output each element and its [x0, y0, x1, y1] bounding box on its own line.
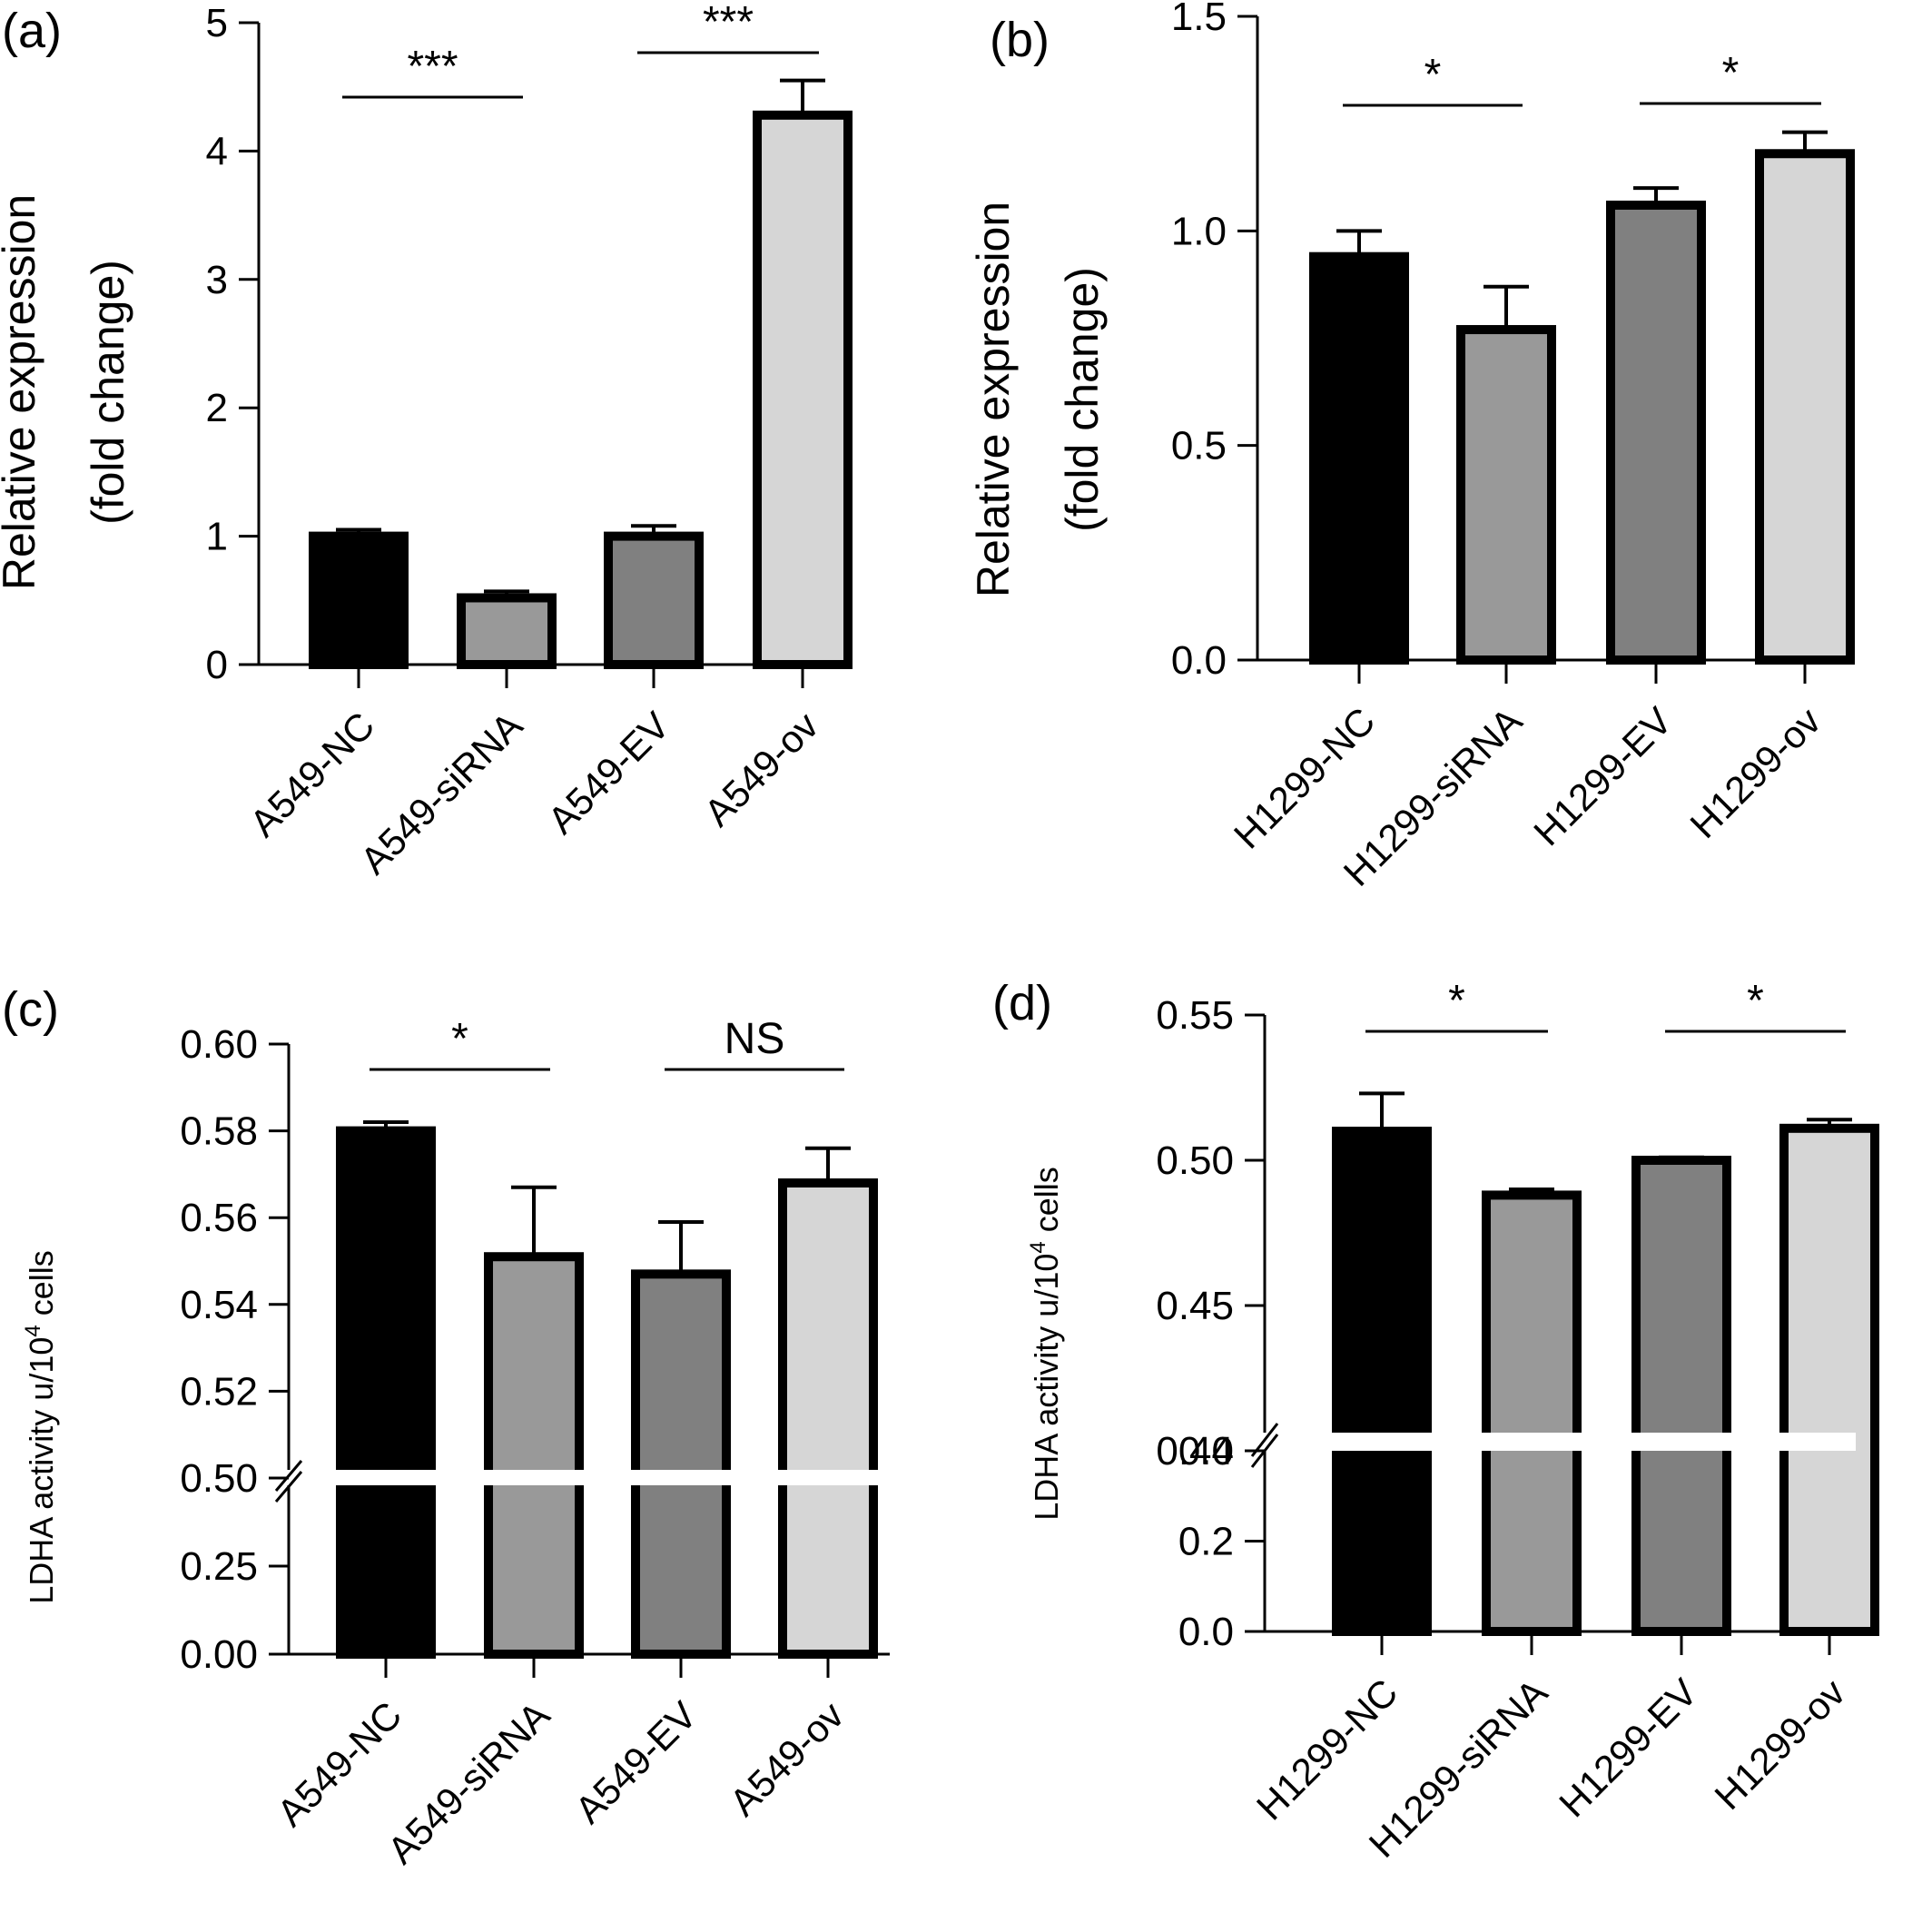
y-axis-label-text: LDHA activity u/10 — [1028, 1254, 1065, 1521]
y-axis-label: Relative expression (fold change) — [0, 194, 133, 590]
y-axis-label-sup: 4 — [21, 1325, 45, 1336]
chart-panel-b: (b)0.00.51.01.5H1299-NCH1299-siRNAH1299-… — [968, 0, 1855, 894]
y-tick-label: 0.50 — [1156, 1138, 1234, 1183]
y-axis-label-sup: 4 — [1026, 1241, 1050, 1253]
y-tick-label: 2 — [206, 386, 228, 430]
y-tick-label: 0.5 — [1171, 424, 1227, 468]
bar-A549-ov — [778, 1178, 878, 1659]
y-axis-label-line: Relative expression — [968, 202, 1019, 597]
y-tick-label: 1.5 — [1171, 0, 1227, 39]
bar-A549-ov — [753, 110, 853, 670]
axis-break-gap — [1259, 1433, 1856, 1451]
y-tick-label: 0.40 — [1156, 1429, 1234, 1473]
y-tick-label: 0.25 — [180, 1544, 258, 1589]
y-tick-label: 0.55 — [1156, 993, 1234, 1038]
x-tick-label: H1299-NC — [1248, 1671, 1406, 1828]
x-tick-label: A549-EV — [567, 1693, 705, 1831]
y-axis-label-suffix: cells — [1028, 1167, 1065, 1241]
x-tick-label: H1299-EV — [1525, 699, 1680, 853]
y-axis-label: LDHA activity u/104 cells — [21, 1250, 60, 1604]
bar-A549-siRNA — [484, 1252, 584, 1659]
x-tick-label: H1299-NC — [1226, 699, 1384, 857]
bar-H1299-EV — [1606, 200, 1706, 665]
x-tick-label: H1299-EV — [1551, 1671, 1705, 1825]
significance-label: * — [451, 1015, 468, 1063]
axis-break-mark — [274, 1460, 303, 1492]
chart-panel-c: (c) 0.00 0.25 0.50 0.52 0.54 0.56 0.58 0.60 A549-… — [2, 982, 902, 1872]
y-tick-label: 0.60 — [180, 1022, 258, 1067]
bar-A549-EV — [604, 531, 704, 669]
y-axis-label-line: (fold change) — [1057, 267, 1108, 532]
y-axis-label: LDHA activity u/104 cells — [1026, 1167, 1065, 1521]
y-axis-label-text: LDHA activity u/10 — [23, 1337, 60, 1604]
y-tick-label: 0.58 — [180, 1109, 258, 1154]
x-tick-label: A549-EV — [539, 704, 677, 842]
y-tick-label: 4 — [206, 129, 228, 173]
bar-H1299-ov — [1755, 149, 1855, 665]
x-tick-label: A549-NC — [242, 704, 382, 844]
bar-H1299-ov — [1779, 1123, 1879, 1637]
y-tick-label: 0.0 — [1178, 1610, 1234, 1654]
y-tick-label: 0 — [206, 643, 228, 687]
significance-label: * — [1424, 51, 1442, 99]
y-axis-label-suffix: cells — [23, 1250, 60, 1325]
bar-H1299-NC — [1309, 251, 1409, 665]
bar-H1299-siRNA — [1456, 325, 1556, 665]
x-tick-label: H1299-ov — [1681, 699, 1828, 846]
y-tick-label: 0.52 — [180, 1369, 258, 1414]
significance-label: * — [1448, 977, 1465, 1025]
y-tick-label: 0.56 — [180, 1196, 258, 1240]
y-tick-label: 0.00 — [180, 1632, 258, 1677]
significance-label: *** — [407, 43, 458, 91]
y-tick-label: 0.45 — [1156, 1284, 1234, 1328]
significance-label: *** — [703, 0, 754, 46]
y-axis-label-line: (fold change) — [83, 260, 133, 525]
bar-A549-siRNA — [457, 593, 557, 669]
bar-H1299-NC — [1332, 1127, 1432, 1636]
y-tick-label: 0.2 — [1178, 1520, 1234, 1564]
significance-label: * — [1747, 977, 1764, 1025]
bar-A549-NC — [309, 531, 409, 669]
panel-label: (d) — [992, 976, 1052, 1030]
y-tick-label: 1 — [206, 515, 228, 559]
bar-H1299-siRNA — [1482, 1190, 1582, 1637]
y-tick-label: 1.0 — [1171, 209, 1227, 253]
y-tick-label: 0.4 — [1178, 1429, 1234, 1473]
panel-label: (a) — [2, 4, 62, 58]
y-axis-label: Relative expression (fold change) — [968, 202, 1108, 597]
y-tick-label: 0.54 — [180, 1283, 258, 1327]
x-tick-label: A549-NC — [269, 1693, 409, 1834]
panel-label: (c) — [2, 982, 59, 1037]
y-axis-label-line: Relative expression — [0, 194, 44, 590]
significance-label: * — [1722, 49, 1740, 97]
bar-A549-NC — [336, 1126, 436, 1659]
chart-panel-d: (d) 0.0 0.2 0.40.40 0.45 0.50 0.55 H1299-NC H129… — [992, 976, 1879, 1866]
y-tick-label: 0.0 — [1171, 638, 1227, 683]
bar-H1299-EV — [1631, 1156, 1731, 1636]
y-tick-label: 3 — [206, 258, 228, 302]
x-tick-label: H1299-ov — [1706, 1671, 1853, 1818]
x-tick-label: A549-ov — [696, 704, 827, 834]
x-tick-label: A549-ov — [722, 1693, 853, 1824]
bar-A549-EV — [631, 1269, 731, 1659]
panel-label: (b) — [990, 13, 1050, 67]
y-tick-label: 0.50 — [180, 1456, 258, 1501]
axis-break-gap — [283, 1470, 902, 1485]
y-tick-label: 5 — [206, 1, 228, 45]
significance-label: NS — [724, 1015, 785, 1063]
